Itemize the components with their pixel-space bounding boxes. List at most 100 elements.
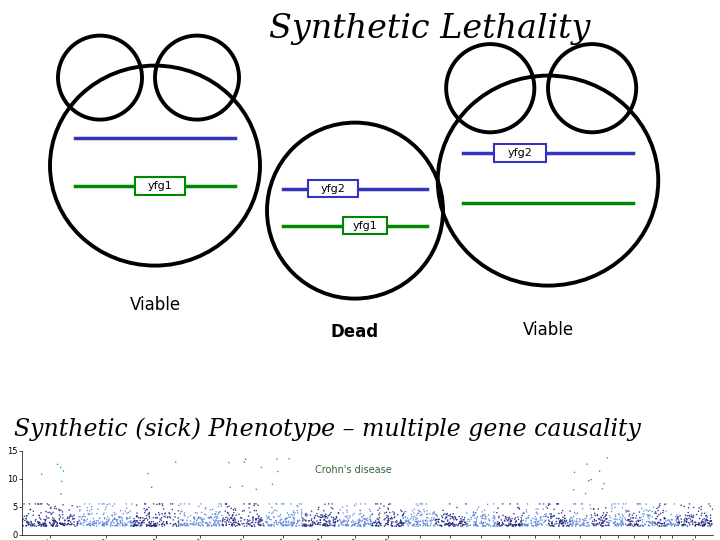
Point xyxy=(532,517,544,525)
Point xyxy=(477,511,488,519)
Point xyxy=(567,516,578,524)
Point xyxy=(516,517,527,525)
Point xyxy=(574,522,585,530)
Point xyxy=(487,516,499,525)
Point xyxy=(484,516,495,525)
Point xyxy=(50,502,61,511)
Point xyxy=(181,521,193,530)
Point xyxy=(335,516,346,525)
Point xyxy=(584,522,595,530)
Point xyxy=(620,515,631,524)
Point xyxy=(328,518,339,527)
Point xyxy=(569,468,580,477)
Point xyxy=(85,521,96,530)
Point xyxy=(119,518,130,527)
Point xyxy=(397,511,408,519)
Point xyxy=(298,516,310,524)
Point xyxy=(425,517,436,526)
Point xyxy=(290,522,302,530)
Point xyxy=(160,512,171,521)
Point xyxy=(287,518,299,527)
Point xyxy=(544,521,555,530)
Point xyxy=(68,518,80,526)
Point xyxy=(63,505,75,514)
Point xyxy=(577,500,588,508)
Point xyxy=(158,505,169,514)
Point xyxy=(346,522,357,530)
Point xyxy=(101,519,112,528)
Point xyxy=(649,509,660,518)
Point xyxy=(78,512,89,521)
Point xyxy=(360,515,372,524)
Point xyxy=(420,516,432,524)
Point xyxy=(214,522,225,530)
Point xyxy=(558,522,570,530)
Point xyxy=(231,521,243,530)
Point xyxy=(220,500,232,509)
Point xyxy=(131,501,143,509)
Point xyxy=(247,515,258,523)
Point xyxy=(58,521,70,530)
Point xyxy=(491,522,503,530)
Point xyxy=(428,515,439,524)
Point xyxy=(366,521,377,530)
Point xyxy=(195,514,207,522)
Point xyxy=(546,512,558,521)
Point xyxy=(489,518,500,526)
Point xyxy=(145,517,157,526)
Point xyxy=(606,501,618,510)
Point xyxy=(514,521,526,529)
Point xyxy=(590,521,602,530)
Point xyxy=(428,508,440,516)
Point xyxy=(130,521,142,530)
Point xyxy=(282,521,293,529)
Point xyxy=(488,518,500,527)
Point xyxy=(159,521,171,530)
Point xyxy=(559,515,571,523)
Point xyxy=(318,507,330,515)
Point xyxy=(609,518,621,526)
Point xyxy=(121,520,132,529)
Point xyxy=(89,521,100,530)
Point xyxy=(425,516,436,525)
Point xyxy=(505,517,517,526)
Point xyxy=(554,519,565,528)
Point xyxy=(423,522,435,530)
Point xyxy=(196,508,207,517)
Point xyxy=(193,519,204,528)
Point xyxy=(557,518,569,527)
Point xyxy=(442,519,454,528)
Point xyxy=(199,518,211,527)
Point xyxy=(251,485,262,494)
Point xyxy=(421,507,433,515)
Point xyxy=(548,512,559,521)
Point xyxy=(217,520,228,529)
Point xyxy=(553,521,564,530)
Point xyxy=(420,521,431,530)
Point xyxy=(360,514,372,523)
Point xyxy=(540,516,552,525)
Point xyxy=(431,515,443,524)
Point xyxy=(181,521,193,529)
Point xyxy=(35,520,47,529)
Point xyxy=(570,500,581,508)
Point xyxy=(143,521,155,530)
Point xyxy=(465,515,477,523)
Point xyxy=(32,500,44,508)
Point xyxy=(38,519,50,528)
Point xyxy=(501,515,513,524)
Point xyxy=(509,515,521,523)
Point xyxy=(176,521,188,530)
Point xyxy=(561,516,572,525)
Point xyxy=(530,521,541,529)
Point xyxy=(557,517,568,526)
Point xyxy=(384,508,395,517)
Point xyxy=(160,509,171,517)
Point xyxy=(683,511,695,520)
Point xyxy=(194,521,205,530)
Point xyxy=(24,505,36,514)
Point xyxy=(243,504,255,512)
Point xyxy=(408,509,420,517)
Point xyxy=(477,521,488,529)
Point xyxy=(136,518,148,527)
